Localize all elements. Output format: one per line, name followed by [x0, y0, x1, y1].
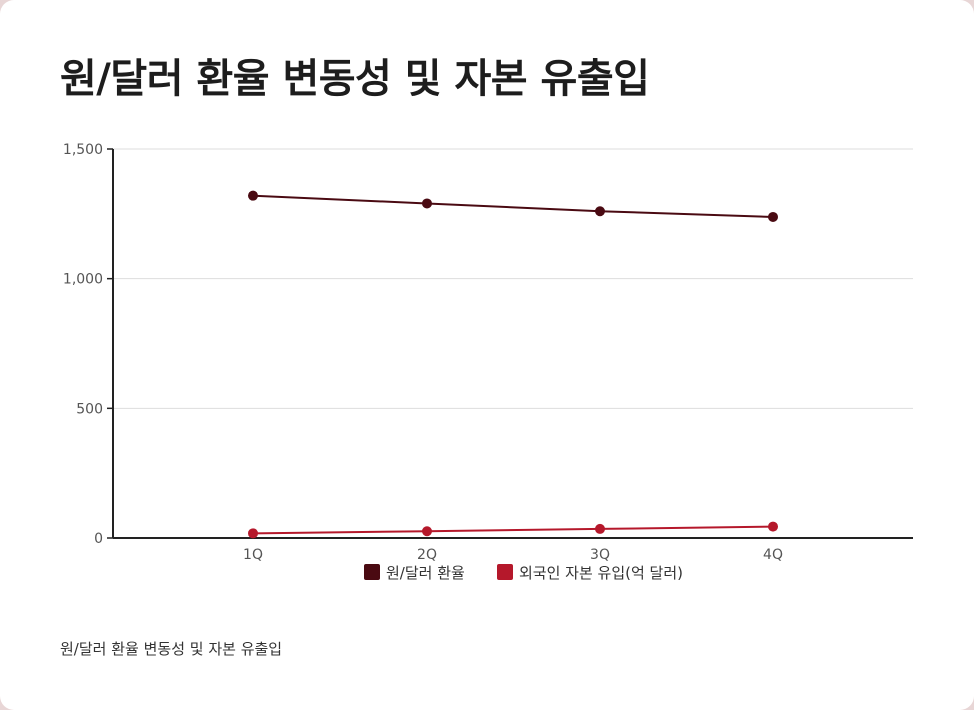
legend-swatch	[497, 564, 513, 580]
legend-label[interactable]: 외국인 자본 유입(억 달러)	[519, 564, 683, 582]
legend-swatch	[364, 564, 380, 580]
page-title: 원/달러 환율 변동성 및 자본 유출입	[60, 56, 650, 102]
data-point[interactable]	[768, 521, 778, 532]
data-point[interactable]	[248, 528, 258, 539]
data-point[interactable]	[422, 198, 432, 209]
legend-label[interactable]: 원/달러 환율	[386, 564, 465, 582]
x-tick-label: 2Q	[417, 547, 437, 563]
y-tick-label: 500	[76, 401, 103, 417]
series-line-2	[252, 525, 774, 535]
data-point[interactable]	[768, 211, 778, 222]
data-point[interactable]	[595, 523, 605, 534]
series-line-1	[252, 194, 774, 218]
x-tick-label: 3Q	[590, 547, 610, 563]
data-point[interactable]	[422, 526, 432, 537]
x-tick-label: 1Q	[243, 547, 263, 563]
x-tick-label: 4Q	[763, 547, 783, 563]
axes: 0 500 1,000 1,500 1Q 2Q 3Q 4Q	[63, 142, 913, 563]
grid-lines	[113, 148, 913, 409]
y-tick-label: 0	[94, 531, 103, 547]
chart-caption: 원/달러 환율 변동성 및 자본 유출입	[60, 640, 283, 658]
data-point[interactable]	[248, 190, 258, 201]
legend: 원/달러 환율 외국인 자본 유입(억 달러)	[364, 564, 683, 582]
data-point[interactable]	[595, 206, 605, 217]
y-tick-label: 1,000	[63, 272, 103, 288]
series-layer	[248, 190, 778, 539]
y-tick-label: 1,500	[63, 142, 103, 158]
